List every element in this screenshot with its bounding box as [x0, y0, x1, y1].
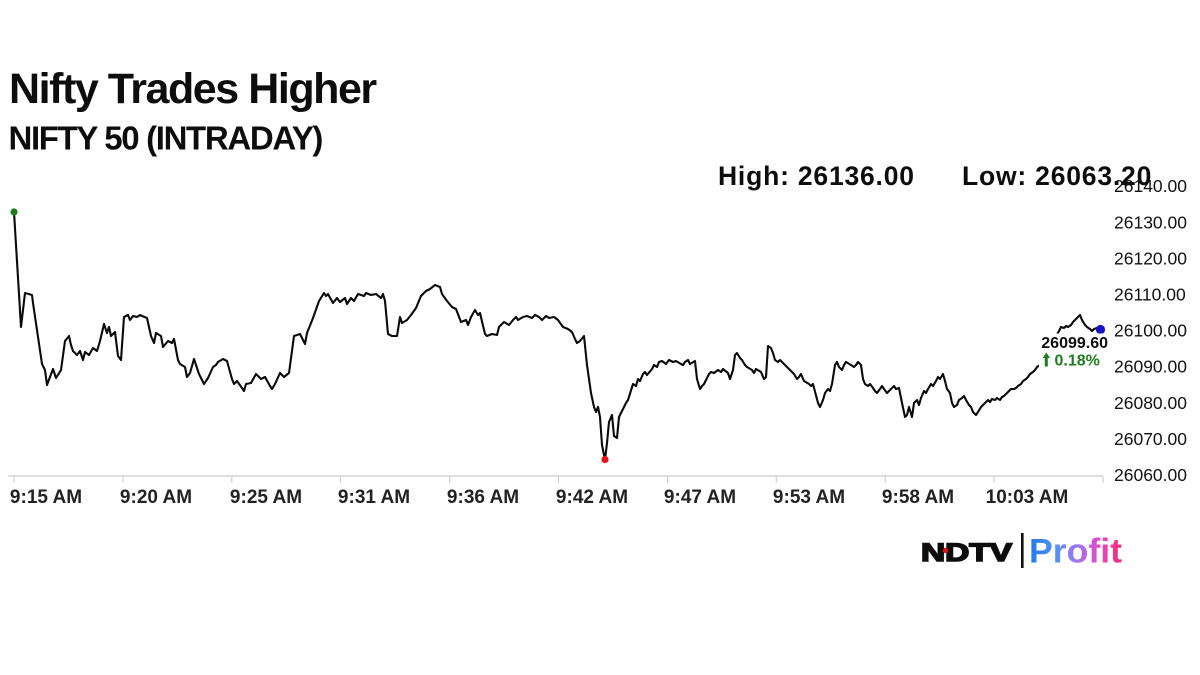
svg-text:9:36 AM: 9:36 AM — [447, 487, 519, 508]
svg-text:9:20 AM: 9:20 AM — [120, 487, 192, 508]
svg-text:26110.00: 26110.00 — [1114, 285, 1186, 305]
svg-text:0.18%: 0.18% — [1055, 353, 1100, 370]
svg-text:26080.00: 26080.00 — [1114, 393, 1187, 413]
svg-text:NDTV: NDTV — [921, 539, 1012, 567]
svg-text:26100.00: 26100.00 — [1114, 321, 1187, 341]
svg-text:26070.00: 26070.00 — [1114, 429, 1187, 449]
svg-text:26099.60: 26099.60 — [1041, 335, 1108, 352]
svg-text:26130.00: 26130.00 — [1114, 212, 1187, 232]
svg-text:High: 26136.00: High: 26136.00 — [718, 161, 915, 191]
svg-text:Nifty Trades Higher: Nifty Trades Higher — [9, 65, 377, 113]
svg-text:9:15 AM: 9:15 AM — [10, 487, 82, 508]
svg-text:10:03 AM: 10:03 AM — [986, 487, 1069, 508]
svg-text:Profit: Profit — [1029, 533, 1122, 571]
svg-text:26060.00: 26060.00 — [1114, 465, 1187, 485]
svg-text:26120.00: 26120.00 — [1114, 248, 1187, 268]
svg-text:26090.00: 26090.00 — [1114, 357, 1187, 377]
svg-text:NIFTY 50 (INTRADAY): NIFTY 50 (INTRADAY) — [9, 120, 323, 157]
svg-text:9:31 AM: 9:31 AM — [338, 487, 410, 508]
svg-text:9:47 AM: 9:47 AM — [664, 487, 736, 508]
svg-text:9:58 AM: 9:58 AM — [882, 487, 954, 508]
svg-text:26140.00: 26140.00 — [1114, 176, 1187, 196]
svg-text:Low: 26063.20: Low: 26063.20 — [962, 161, 1152, 191]
svg-text:9:53 AM: 9:53 AM — [773, 487, 845, 508]
svg-text:9:42 AM: 9:42 AM — [556, 487, 628, 508]
svg-text:9:25 AM: 9:25 AM — [230, 487, 302, 508]
